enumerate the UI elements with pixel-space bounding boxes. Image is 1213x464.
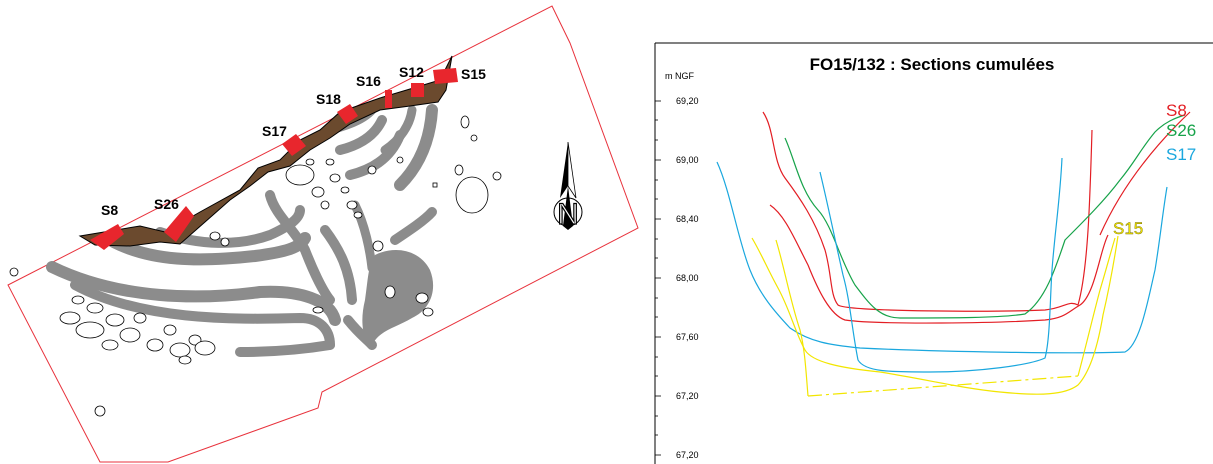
tick-label: 67,60 <box>676 332 699 342</box>
north-label: N <box>557 198 579 231</box>
label-s12: S12 <box>399 64 424 80</box>
tick-label: 67,20 <box>676 450 699 460</box>
label-s26: S26 <box>154 196 179 212</box>
series-label-s15: S15 <box>1113 219 1143 238</box>
section-marker-s12 <box>411 83 424 97</box>
tick-label: 68,40 <box>676 214 699 224</box>
trench-blob <box>362 250 434 345</box>
tick-label: 69,20 <box>676 96 699 106</box>
series-s17 <box>716 157 1168 373</box>
sections-chart: FO15/132 : Sections cumulées m NGF <box>654 42 1213 464</box>
section-marker-s26 <box>164 206 194 242</box>
tick-label: 69,00 <box>676 155 699 165</box>
y-tick-labels: 69,20 69,00 68,40 68,00 67,60 67,20 67,2… <box>676 96 699 460</box>
series-label-s8: S8 <box>1166 101 1187 120</box>
excavation-boundary <box>7 5 639 463</box>
section-marker-s18 <box>337 104 358 124</box>
label-s18: S18 <box>316 91 341 107</box>
series-label-s26: S26 <box>1166 121 1196 140</box>
series-s26 <box>784 114 1186 319</box>
chart-title: FO15/132 : Sections cumulées <box>810 55 1055 74</box>
stones <box>9 115 502 417</box>
section-labels: S8 S26 S17 S18 S16 S12 S15 <box>101 64 486 218</box>
series-label-s17: S17 <box>1166 145 1196 164</box>
label-s8: S8 <box>101 202 118 218</box>
section-marker-s16 <box>385 90 392 108</box>
section-markers <box>90 68 458 250</box>
y-ticks <box>655 100 661 456</box>
label-s16: S16 <box>356 73 381 89</box>
series-s8 <box>762 111 1191 324</box>
section-marker-s8 <box>90 224 124 250</box>
ditch <box>78 55 453 247</box>
north-arrow-icon: N <box>553 141 583 232</box>
label-s17: S17 <box>262 123 287 139</box>
unit-label: m NGF <box>665 71 694 81</box>
tick-label: 67,20 <box>676 391 699 401</box>
site-plan: S8 S26 S17 S18 S16 S12 S15 N <box>7 5 639 463</box>
label-s15: S15 <box>461 66 486 82</box>
tick-label: 68,00 <box>676 273 699 283</box>
series-s15 <box>751 235 1119 397</box>
section-marker-s17 <box>282 134 306 156</box>
section-marker-s15 <box>433 68 458 84</box>
